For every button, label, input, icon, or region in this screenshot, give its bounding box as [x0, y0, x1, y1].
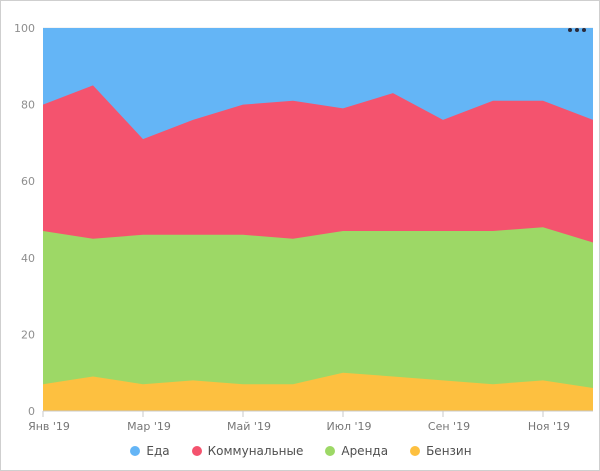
legend-item-kommunalnye[interactable]: Коммунальные: [191, 444, 304, 458]
y-tick-label: 60: [21, 175, 35, 188]
legend-item-benzin[interactable]: Бензин: [410, 444, 472, 458]
y-tick-label: 20: [21, 328, 35, 341]
area-series-1[interactable]: [43, 372, 593, 411]
legend-item-arenda[interactable]: Аренда: [325, 444, 388, 458]
legend-label: Аренда: [341, 444, 389, 458]
legend-label: Коммунальные: [207, 444, 304, 458]
legend-item-eda[interactable]: Еда: [130, 444, 170, 458]
legend-marker-icon: [325, 446, 336, 456]
y-tick-label: 40: [21, 252, 35, 265]
legend-label: Еда: [146, 444, 170, 458]
legend-marker-icon: [130, 446, 141, 456]
legend-label: Бензин: [426, 444, 472, 458]
y-tick-label: 100: [14, 22, 35, 35]
x-tick-label: Сен '19: [428, 420, 470, 433]
area-series-2[interactable]: [43, 227, 593, 411]
x-tick-label: Май '19: [227, 420, 271, 433]
more-options-icon[interactable]: [567, 23, 587, 37]
x-tick-label: Июл '19: [326, 420, 371, 433]
y-tick-label: 0: [28, 405, 35, 418]
legend-marker-icon: [410, 446, 421, 456]
x-tick-label: Ноя '19: [528, 420, 570, 433]
x-tick-label: Мар '19: [127, 420, 171, 433]
chart-legend: Еда Коммунальные Аренда Бензин: [1, 444, 599, 458]
y-tick-label: 80: [21, 99, 35, 112]
stacked-area-chart: 0 20 40 60 80 100 Янв '19 Мар '19 Май '19 Июл '19…: [14, 22, 593, 433]
legend-marker-icon: [191, 446, 202, 456]
x-tick-label: Янв '19: [28, 420, 70, 433]
